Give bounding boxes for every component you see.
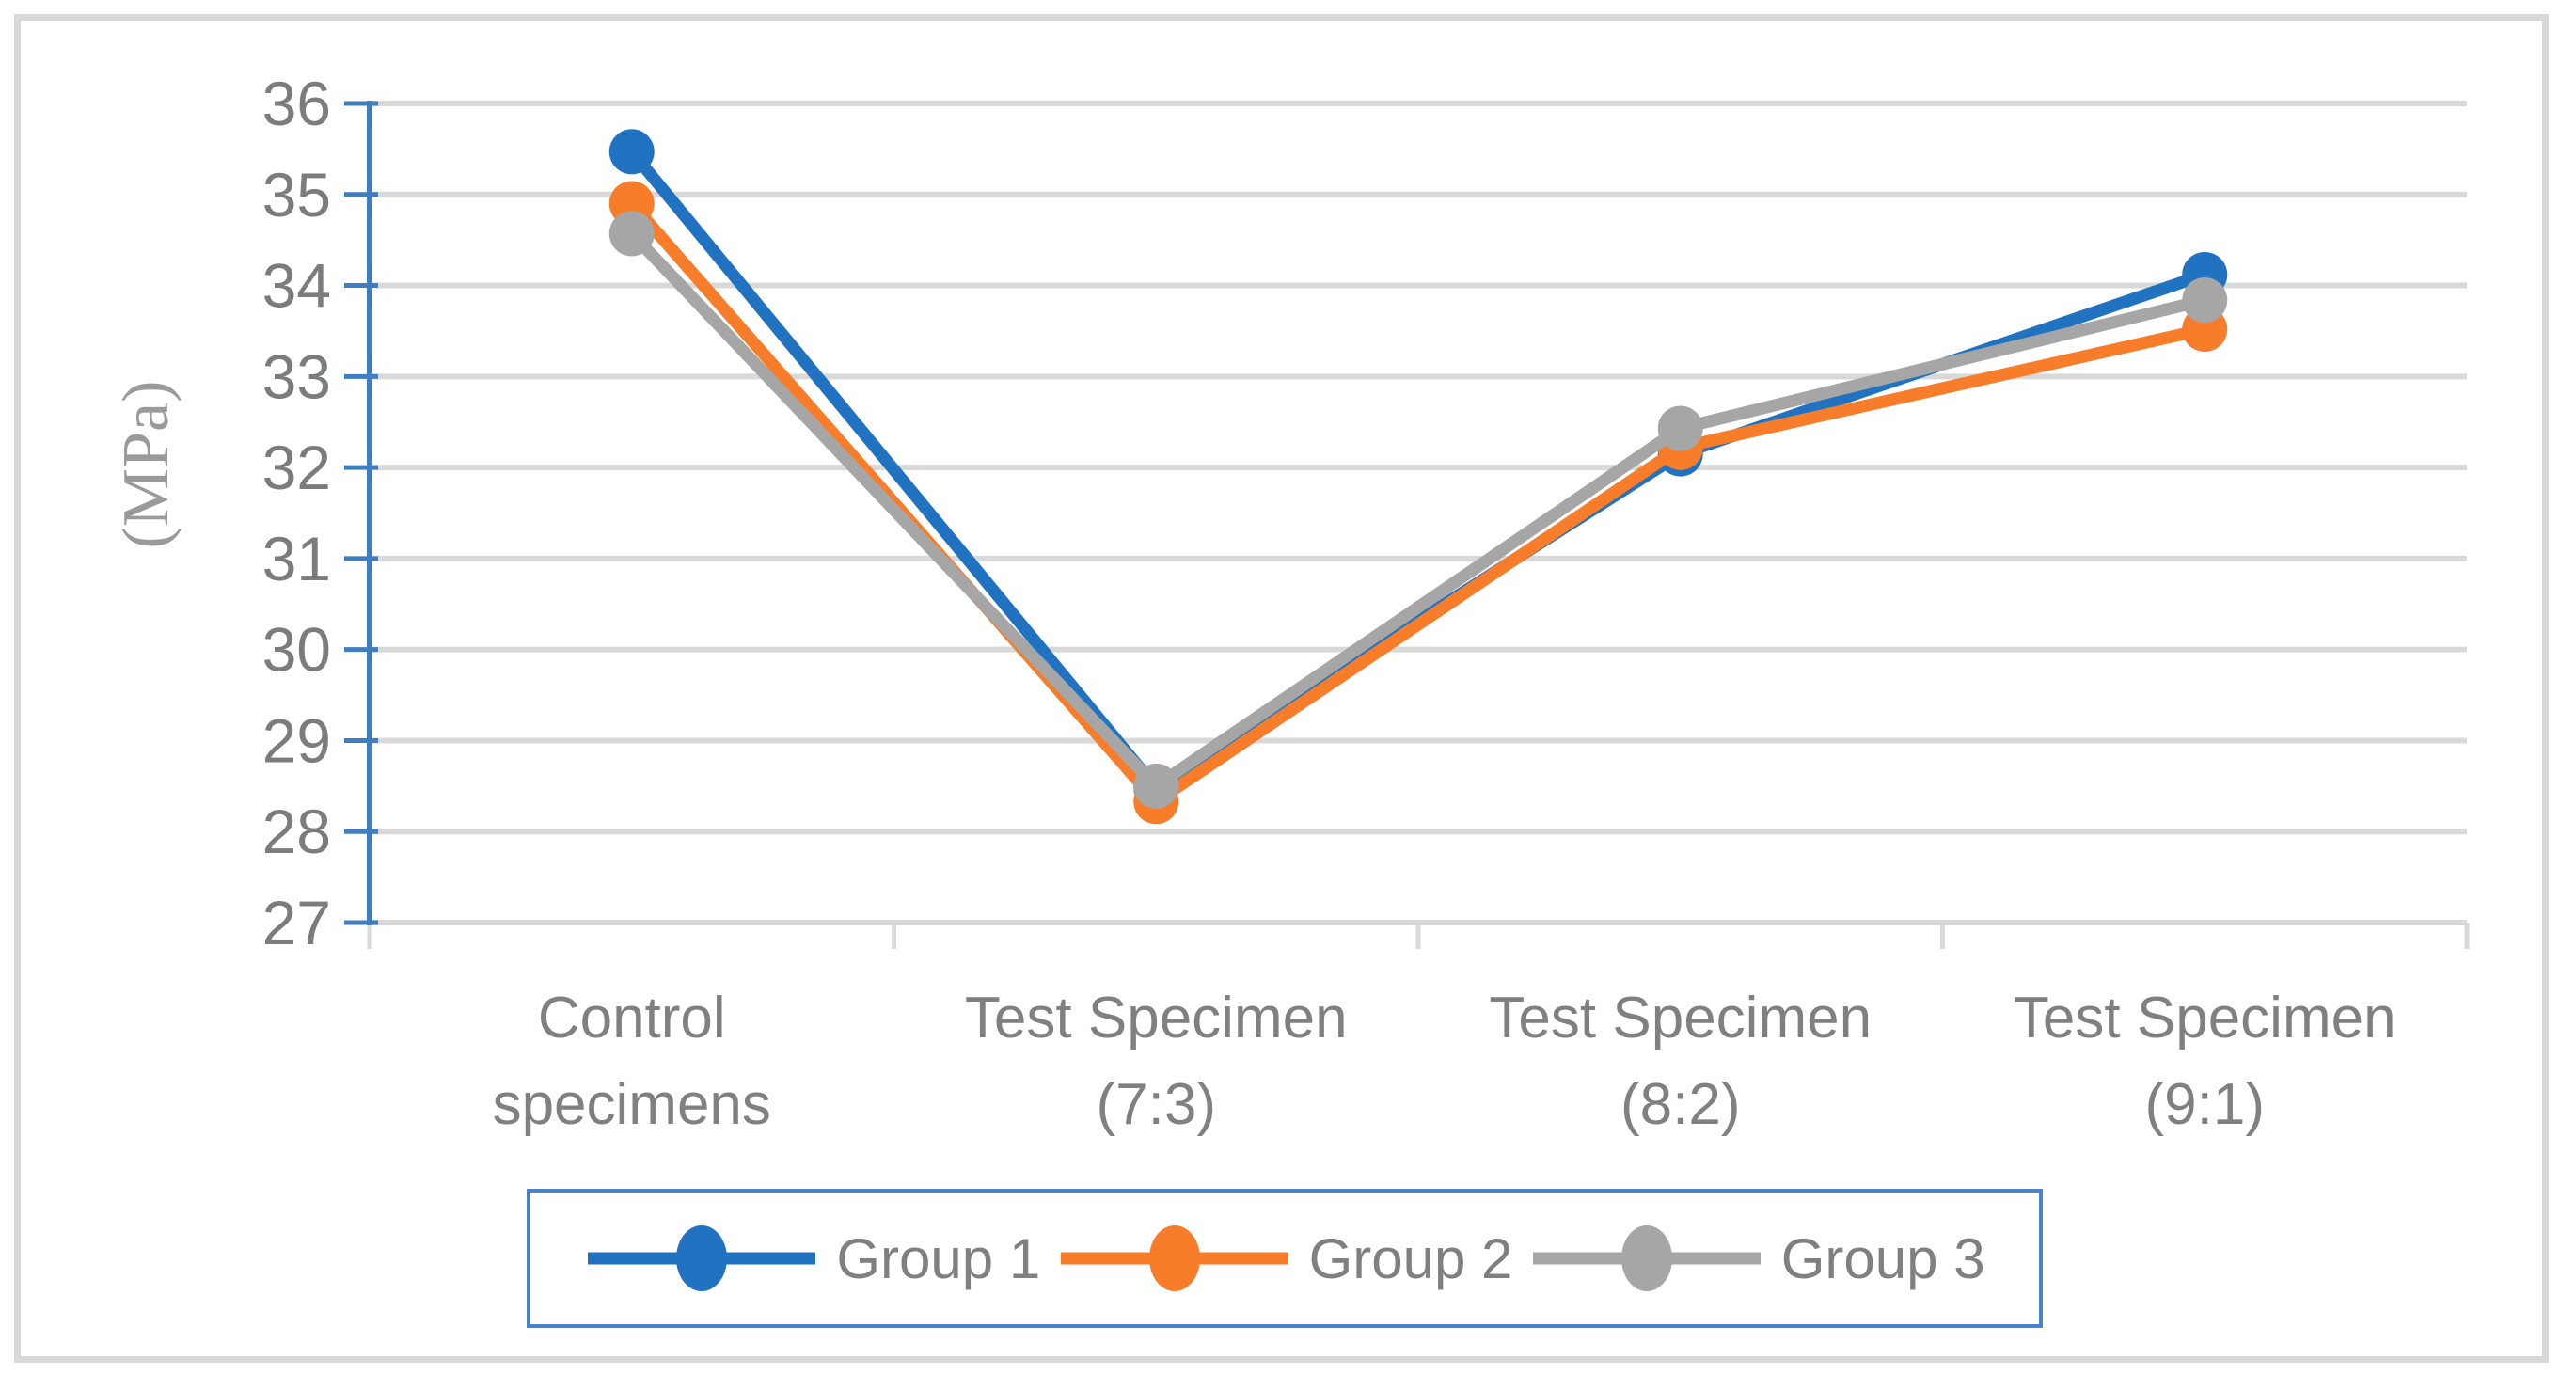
data-point-group-1-1 [608, 129, 655, 175]
legend-dot-group-3 [1620, 1225, 1672, 1291]
y-tick-label-34: 34 [262, 251, 331, 321]
data-point-group-3-3 [1657, 405, 1703, 451]
legend-dot-group-2 [1148, 1225, 1200, 1291]
data-point-group-3-4 [2182, 277, 2228, 324]
data-point-group-3-1 [608, 211, 655, 257]
tick-label-layer: 27 28 29 30 31 32 33 34 35 36 Control specimens Test… [262, 69, 2396, 1137]
y-tick-label-35: 35 [262, 160, 331, 229]
y-tick-label-30: 30 [262, 615, 331, 685]
x-tick-label-4: Test Specimen (9:1) [2014, 986, 2396, 1137]
legend-label-group-3: Group 3 [1780, 1226, 1985, 1290]
series-group-3 [608, 211, 2228, 809]
gridline-layer [373, 101, 2467, 835]
x-tick-label-1: Control specimens [493, 986, 771, 1137]
data-point-group-3-2 [1133, 763, 1179, 809]
series-group-2 [608, 181, 2228, 825]
legend: Group 1 Group 2 Group 3 [527, 1189, 2043, 1328]
series-layer [608, 129, 2228, 825]
legend-dot-group-1 [676, 1225, 728, 1291]
legend-label-group-2: Group 2 [1308, 1226, 1513, 1290]
axis-layer [344, 101, 2470, 949]
figure-border [14, 14, 2549, 1363]
y-tick-label-32: 32 [262, 433, 331, 502]
y-tick-label-27: 27 [262, 888, 331, 957]
y-axis-title: (MPa) [110, 381, 182, 549]
x-tick-label-3: Test Specimen (8:2) [1489, 986, 1872, 1137]
legend-marker-icon-group-1 [588, 1225, 816, 1291]
x-tick-label-2: Test Specimen (7:3) [965, 986, 1348, 1137]
y-tick-label-28: 28 [262, 797, 331, 866]
legend-item-group-1: Group 1 [584, 1215, 1040, 1302]
legend-marker-icon-group-2 [1060, 1225, 1288, 1291]
legend-label-group-1: Group 1 [836, 1226, 1041, 1290]
series-line-group-3 [627, 229, 2206, 795]
series-line-group-2 [626, 199, 2206, 810]
legend-marker-icon-group-3 [1532, 1225, 1761, 1291]
y-tick-label-33: 33 [262, 341, 331, 411]
y-tick-label-36: 36 [262, 69, 331, 138]
legend-item-group-2: Group 2 [1057, 1215, 1513, 1302]
y-tick-label-29: 29 [262, 705, 331, 775]
y-tick-label-31: 31 [262, 524, 331, 593]
legend-item-group-3: Group 3 [1529, 1215, 1985, 1302]
